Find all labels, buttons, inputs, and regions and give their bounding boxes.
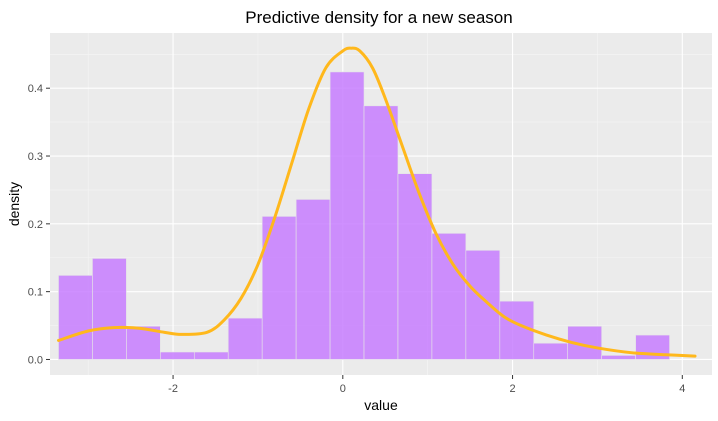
histogram-bar (431, 233, 467, 360)
x-tick-label: -2 (168, 383, 178, 395)
y-axis-title: density (6, 182, 22, 226)
y-axis-ticks: 0.0 0.1 0.2 0.3 0.4 (28, 83, 50, 366)
histogram-bar (227, 317, 263, 360)
histogram-bar (499, 300, 535, 360)
histogram-bar (160, 351, 195, 360)
y-tick-label: 0.0 (28, 354, 43, 366)
y-tick-label: 0.3 (28, 151, 43, 163)
x-tick-label: 2 (509, 383, 515, 395)
histogram-bar (193, 351, 229, 360)
x-tick-label: 0 (340, 383, 346, 395)
histogram-bar (533, 342, 569, 360)
histogram-bar (92, 258, 127, 360)
histogram-bar (601, 355, 636, 360)
y-tick-label: 0.4 (28, 83, 43, 95)
y-tick-label: 0.1 (28, 287, 43, 299)
y-tick-label: 0.2 (28, 219, 43, 231)
histogram-bar (329, 71, 365, 360)
histogram-bars (58, 71, 670, 360)
x-axis-ticks: -2 0 2 4 (168, 375, 685, 395)
histogram-bar (363, 105, 399, 360)
x-axis-title: value (364, 397, 398, 413)
histogram-bar (126, 325, 161, 360)
histogram-bar (465, 249, 501, 360)
histogram-bar (58, 275, 93, 360)
histogram-bar (397, 173, 433, 360)
chart-title: Predictive density for a new season (245, 8, 512, 27)
histogram-bar (295, 199, 331, 360)
density-curve (56, 46, 697, 358)
x-tick-label: 4 (679, 383, 685, 395)
